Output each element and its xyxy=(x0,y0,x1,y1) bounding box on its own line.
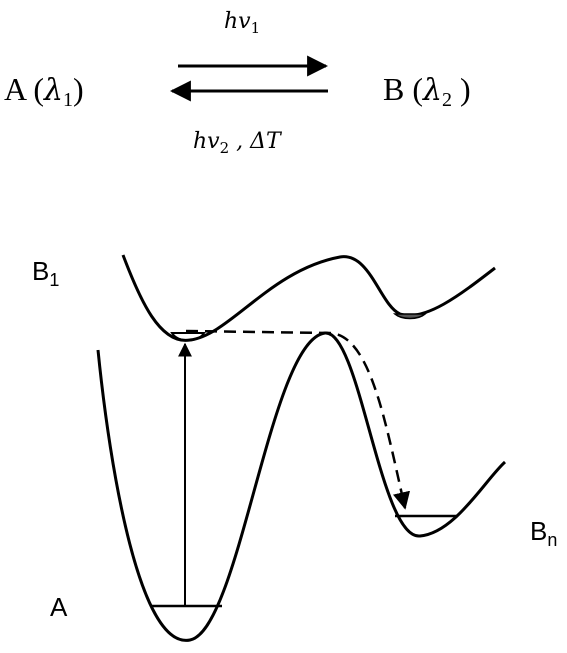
forward-label: hv1 xyxy=(224,9,260,37)
symbol: λ xyxy=(43,73,63,108)
close: ) xyxy=(452,71,471,107)
upper-level-2 xyxy=(392,313,428,320)
sub: n xyxy=(547,530,557,550)
sub: 1 xyxy=(49,270,59,290)
reactant: A (λ1) xyxy=(4,71,84,111)
text: B ( xyxy=(383,71,423,107)
label: B xyxy=(32,256,49,286)
suffix: , ΔT xyxy=(229,129,283,154)
upper-state-label: B1 xyxy=(32,256,59,290)
ground-state-label: A xyxy=(50,592,68,622)
sub: 1 xyxy=(251,19,261,37)
sub: 2 xyxy=(442,89,452,111)
product-state-label: Bn xyxy=(530,516,557,550)
text: A ( xyxy=(4,71,44,107)
symbol: λ xyxy=(422,73,442,108)
sub: 1 xyxy=(63,89,73,111)
symbol: hv xyxy=(224,9,251,34)
upper-curve xyxy=(121,254,496,342)
symbol: hv xyxy=(193,129,220,154)
reverse-label: hv2 , ΔT xyxy=(193,129,283,157)
ground-curve xyxy=(96,331,507,642)
upper-level xyxy=(170,332,206,342)
label: B xyxy=(530,516,547,546)
close: ) xyxy=(73,71,84,107)
product: B (λ2 ) xyxy=(383,71,471,111)
sub: 2 xyxy=(220,139,230,157)
relaxation-path xyxy=(185,329,411,510)
